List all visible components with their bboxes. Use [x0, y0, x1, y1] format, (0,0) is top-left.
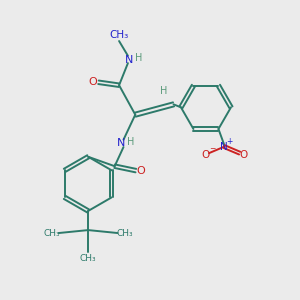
Text: CH₃: CH₃	[80, 254, 97, 263]
Text: CH₃: CH₃	[117, 229, 133, 238]
Text: N: N	[117, 138, 125, 148]
Text: H: H	[160, 86, 167, 96]
Text: −: −	[209, 144, 215, 153]
Text: O: O	[239, 150, 247, 160]
Text: N: N	[220, 142, 228, 152]
Text: +: +	[226, 137, 232, 146]
Text: CH₃: CH₃	[43, 229, 60, 238]
Text: H: H	[135, 53, 143, 63]
Text: O: O	[137, 166, 146, 176]
Text: N: N	[125, 55, 134, 64]
Text: O: O	[89, 77, 98, 87]
Text: O: O	[201, 150, 209, 160]
Text: H: H	[128, 137, 135, 147]
Text: CH₃: CH₃	[110, 30, 129, 40]
